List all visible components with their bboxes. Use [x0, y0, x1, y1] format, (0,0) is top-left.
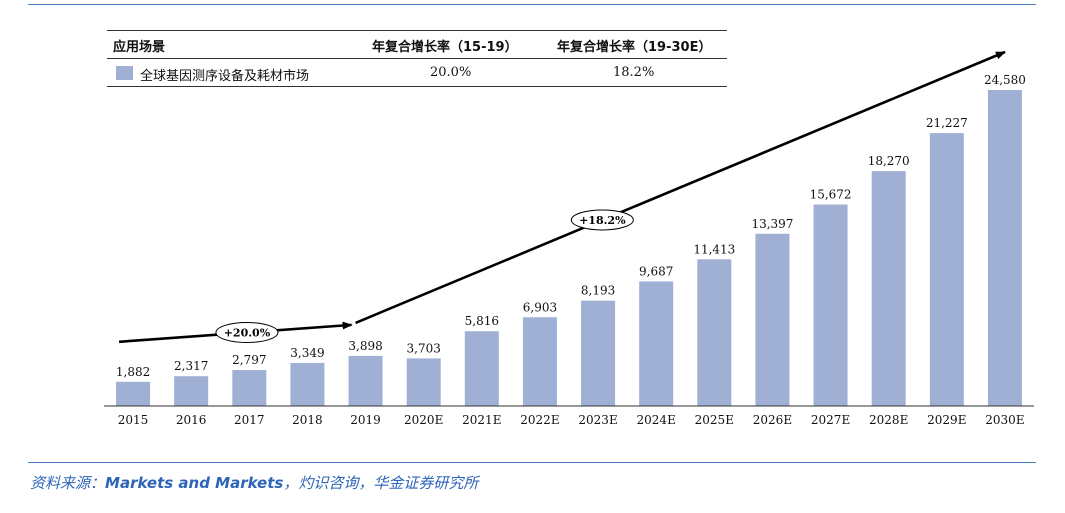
value-label: 1,882	[116, 365, 150, 379]
x-tick-label: 2025E	[695, 413, 734, 427]
value-label: 15,672	[810, 188, 852, 202]
x-tick-label: 2019	[350, 413, 381, 427]
trend-label-0: +20.0%	[224, 327, 271, 340]
legend-header-border	[107, 58, 727, 59]
value-label: 6,903	[523, 300, 557, 314]
bar-2015	[116, 381, 151, 406]
value-label: 18,270	[868, 154, 910, 168]
bar-2026E	[755, 233, 790, 406]
x-tick-label: 2024E	[637, 413, 676, 427]
x-tick-label: 2027E	[811, 413, 850, 427]
legend-cagr-19-30-value: 18.2%	[613, 65, 655, 80]
value-label: 3,349	[290, 346, 324, 360]
bottom-rule	[28, 462, 1036, 463]
legend-header-scenario: 应用场景	[113, 40, 166, 55]
bar-2025E	[697, 259, 732, 406]
value-label: 21,227	[926, 116, 968, 130]
legend-header-cagr-19-30: 年复合增长率（19-30E）	[557, 40, 712, 55]
value-label: 13,397	[751, 217, 793, 231]
bar-2019	[348, 355, 383, 406]
x-tick-label: 2022E	[520, 413, 559, 427]
trend-label-1: +18.2%	[579, 214, 626, 227]
source-suffix: ，灼识咨询，华金证券研究所	[283, 474, 479, 492]
value-label: 11,413	[693, 242, 735, 256]
x-tick-label: 2021E	[462, 413, 501, 427]
x-tick-label: 2018	[292, 413, 323, 427]
bar-2020E	[406, 358, 441, 406]
bar-2023E	[581, 300, 616, 406]
x-tick-label: 2020E	[404, 413, 443, 427]
legend-swatch	[116, 66, 133, 80]
x-tick-label: 2017	[234, 413, 265, 427]
source-note: 资料来源：Markets and Markets，灼识咨询，华金证券研究所	[30, 472, 478, 493]
x-tick-label: 2029E	[927, 413, 966, 427]
x-tick-label: 2016	[176, 413, 207, 427]
value-label: 5,816	[465, 314, 499, 328]
value-label: 2,317	[174, 359, 208, 373]
trend-badge-1	[570, 209, 634, 231]
legend-bottom-border	[107, 86, 727, 87]
bar-2018	[290, 362, 325, 406]
value-label: 2,797	[232, 353, 266, 367]
value-label: 24,580	[984, 73, 1026, 87]
source-prefix: 资料来源：	[30, 474, 106, 492]
value-label: 8,193	[581, 284, 615, 298]
top-rule	[28, 4, 1036, 5]
source-highlight: Markets and Markets	[105, 474, 284, 492]
x-tick-label: 2026E	[753, 413, 792, 427]
bar-2029E	[929, 133, 964, 406]
legend-header-cagr-15-19: 年复合增长率（15-19）	[372, 40, 518, 55]
bar-2022E	[522, 317, 557, 406]
value-label: 3,898	[348, 339, 382, 353]
bar-chart: 1,882 2015 2,317 2016 2,797 2017 3,349 2018 3,89…	[104, 50, 1034, 427]
x-tick-label: 2030E	[985, 413, 1024, 427]
bar-2027E	[813, 204, 848, 406]
value-label: 3,703	[407, 341, 441, 355]
x-tick-label: 2028E	[869, 413, 908, 427]
value-label: 9,687	[639, 264, 673, 278]
bar-2017	[232, 370, 267, 406]
legend-row-label: 全球基因测序设备及耗材市场	[140, 69, 310, 84]
bar-2024E	[639, 281, 674, 406]
trend-arrow-1	[355, 50, 1006, 325]
legend-cagr-15-19-value: 20.0%	[430, 65, 472, 80]
x-tick-label: 2015	[118, 413, 149, 427]
bar-2016	[174, 376, 209, 406]
trend-badge-0	[215, 322, 279, 344]
x-tick-label: 2023E	[578, 413, 617, 427]
bar-2028E	[871, 171, 906, 406]
bar-2030E	[987, 90, 1022, 406]
legend-top-border	[107, 30, 727, 31]
bar-2021E	[464, 331, 499, 406]
